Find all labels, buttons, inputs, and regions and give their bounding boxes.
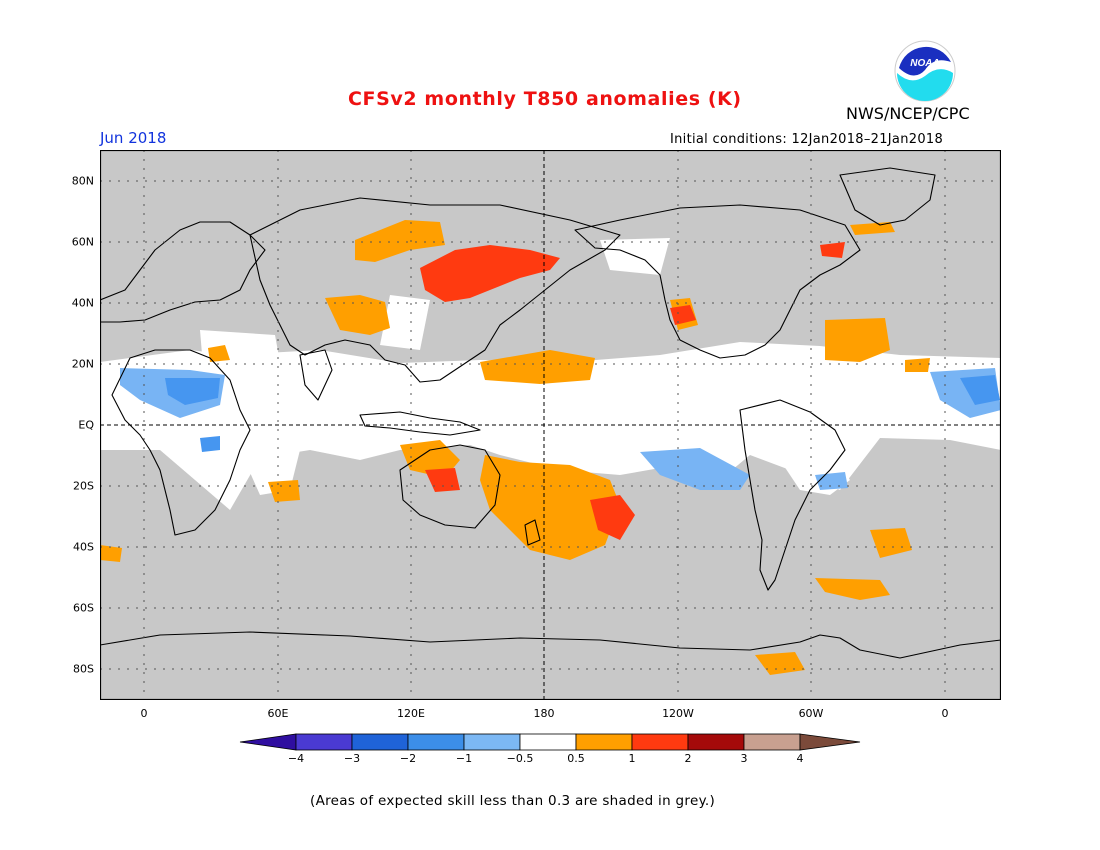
lon-label-0-east: 0	[941, 707, 949, 720]
lat-label-20n: 20N	[71, 357, 94, 371]
lon-label-120e: 120E	[397, 707, 425, 720]
colorbar-seg-1-2	[631, 733, 689, 751]
colorbar-seg-05-1	[575, 733, 633, 751]
colorbar-label-4: 4	[796, 752, 804, 765]
colorbar-seg-neg1-neg05	[463, 733, 521, 751]
colorbar-label-neg1: −1	[455, 752, 473, 765]
lon-label-180: 180	[533, 707, 555, 720]
colorbar-label-2: 2	[684, 752, 692, 765]
lat-label-20s: 20S	[73, 479, 94, 493]
lat-label-40n: 40N	[71, 296, 94, 310]
noaa-logo: NOAA	[894, 40, 956, 102]
colorbar-label-neg05: −0.5	[506, 752, 534, 765]
colorbar-seg-neutral	[519, 733, 577, 751]
colorbar-label-neg2: −2	[399, 752, 417, 765]
colorbar-label-3: 3	[740, 752, 748, 765]
graticule	[100, 150, 1001, 700]
colorbar-label-neg4: −4	[287, 752, 305, 765]
lat-label-60n: 60N	[71, 235, 94, 249]
northwest-pacific-white	[380, 295, 430, 350]
map-frame	[100, 150, 1001, 700]
colorbar-seg-3-4	[743, 733, 801, 751]
negative-anomaly-moderate	[165, 375, 1000, 452]
agency-label: NWS/NCEP/CPC	[846, 104, 970, 123]
lon-label-60w: 60W	[798, 707, 824, 720]
colorbar-seg-neg2-neg1	[407, 733, 465, 751]
forecast-period: Jun 2018	[100, 129, 167, 147]
colorbar-seg-neg3-neg2	[351, 733, 409, 751]
positive-anomaly-moderate	[420, 242, 845, 540]
lat-label-eq: EQ	[78, 418, 94, 432]
colorbar-label-neg3: −3	[343, 752, 361, 765]
colorbar-seg-gt-4	[799, 733, 861, 751]
lat-label-60s: 60S	[73, 601, 94, 615]
lon-label-0: 0	[140, 707, 148, 720]
colorbar-label-1: 1	[628, 752, 636, 765]
lon-label-120w: 120W	[662, 707, 694, 720]
lon-label-60e: 60E	[267, 707, 289, 720]
skill-footnote: (Areas of expected skill less than 0.3 a…	[310, 793, 716, 809]
colorbar-seg-neg4-neg3	[295, 733, 353, 751]
colorbar-label-05: 0.5	[567, 752, 585, 765]
equator-and-dateline	[100, 150, 1001, 700]
lat-label-40s: 40S	[73, 540, 94, 554]
anomaly-map	[100, 150, 1001, 700]
lat-label-80n: 80N	[71, 174, 94, 188]
colorbar-seg-lt-neg4	[239, 733, 297, 751]
initial-conditions: Initial conditions: 12Jan2018–21Jan2018	[670, 132, 944, 147]
coastlines	[100, 167, 1001, 659]
colorbar	[239, 733, 861, 751]
svg-text:NOAA: NOAA	[910, 58, 939, 69]
colorbar-seg-2-3	[687, 733, 745, 751]
map-title: CFSv2 monthly T850 anomalies (K)	[348, 88, 742, 110]
positive-anomaly-weak	[100, 220, 930, 675]
lat-label-80s: 80S	[73, 662, 94, 676]
